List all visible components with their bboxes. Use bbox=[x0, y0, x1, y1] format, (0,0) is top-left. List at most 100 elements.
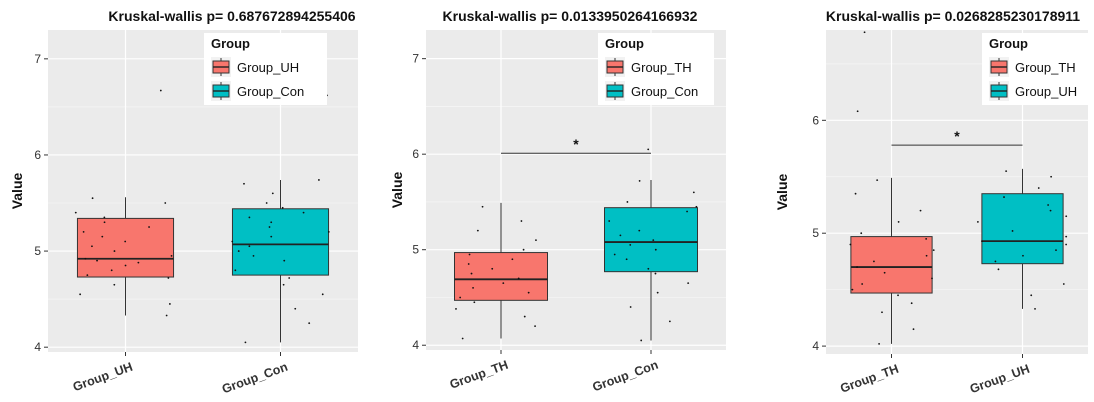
data-point bbox=[1049, 209, 1052, 212]
legend-entry: Group_TH bbox=[631, 60, 692, 75]
data-point bbox=[523, 315, 526, 318]
data-point bbox=[517, 277, 520, 280]
data-point bbox=[878, 342, 880, 345]
data-point bbox=[1065, 235, 1068, 238]
data-point bbox=[159, 89, 162, 92]
chart-title: Kruskal-wallis p= 0.0133950264166932 bbox=[443, 8, 698, 24]
data-point bbox=[860, 232, 863, 235]
x-tick-label: Group_TH bbox=[838, 362, 900, 396]
data-point bbox=[91, 245, 93, 248]
data-point bbox=[231, 240, 234, 243]
box-group-uh bbox=[74, 89, 175, 317]
data-point bbox=[647, 148, 650, 151]
box-group-th bbox=[454, 202, 548, 340]
data-point bbox=[86, 274, 89, 277]
y-tick-label: 7 bbox=[412, 52, 419, 66]
y-tick-label: 6 bbox=[412, 147, 419, 161]
data-point bbox=[527, 291, 530, 294]
data-point bbox=[1011, 230, 1014, 232]
y-axis-label: Value bbox=[9, 173, 25, 210]
data-point bbox=[925, 237, 928, 240]
y-axis-label: Value bbox=[774, 174, 790, 211]
data-point bbox=[237, 250, 240, 252]
data-point bbox=[473, 301, 476, 304]
data-point bbox=[470, 272, 473, 275]
x-tick-label: Group_TH bbox=[448, 358, 510, 392]
data-point bbox=[170, 254, 173, 257]
x-tick-label: Group_UH bbox=[71, 360, 135, 395]
data-point bbox=[876, 179, 879, 182]
data-point bbox=[881, 311, 883, 314]
data-point bbox=[856, 110, 859, 113]
data-point bbox=[327, 230, 330, 233]
data-point bbox=[455, 308, 457, 310]
data-point bbox=[1062, 283, 1065, 285]
data-point bbox=[873, 260, 875, 263]
y-tick-label: 5 bbox=[34, 244, 41, 258]
data-point bbox=[854, 192, 857, 195]
data-point bbox=[1005, 170, 1008, 173]
y-tick-label: 4 bbox=[412, 338, 419, 352]
data-point bbox=[910, 302, 913, 305]
data-point bbox=[629, 244, 632, 246]
data-point bbox=[148, 226, 150, 228]
data-point bbox=[1037, 187, 1040, 189]
data-point bbox=[931, 277, 933, 280]
data-point bbox=[84, 257, 87, 260]
data-point bbox=[167, 277, 170, 279]
legend-entry: Group_Con bbox=[631, 84, 698, 99]
data-point bbox=[265, 202, 268, 204]
data-point bbox=[294, 307, 297, 310]
data-point bbox=[654, 272, 657, 275]
data-point bbox=[981, 240, 983, 243]
data-point bbox=[1047, 204, 1050, 206]
data-point bbox=[248, 245, 251, 248]
data-point bbox=[281, 206, 284, 209]
data-point bbox=[476, 229, 479, 232]
data-point bbox=[288, 277, 291, 279]
data-point bbox=[625, 258, 628, 261]
legend-title: Group bbox=[211, 36, 250, 51]
box-iqr bbox=[981, 193, 1064, 265]
data-point bbox=[491, 267, 494, 270]
data-point bbox=[863, 31, 866, 34]
data-point bbox=[686, 210, 688, 213]
box-group-con bbox=[231, 94, 330, 344]
chart-panel-1: Kruskal-wallis p= 0.687672894255406 4 5 6 7 G… bbox=[9, 8, 358, 396]
legend: Group Group_TH Group_Con bbox=[598, 33, 714, 105]
data-point bbox=[897, 294, 899, 297]
data-point bbox=[282, 283, 285, 286]
x-tick-label: Group_Con bbox=[591, 358, 660, 395]
data-point bbox=[271, 192, 274, 195]
data-point bbox=[925, 254, 928, 257]
data-point bbox=[1030, 294, 1033, 297]
data-point bbox=[932, 249, 935, 252]
data-point bbox=[1065, 215, 1068, 218]
y-tick-label: 7 bbox=[34, 52, 41, 66]
data-point bbox=[619, 234, 622, 237]
data-point bbox=[1003, 196, 1005, 198]
chart-title: Kruskal-wallis p= 0.687672894255406 bbox=[108, 8, 355, 24]
data-point bbox=[1050, 175, 1053, 178]
data-point bbox=[270, 235, 273, 238]
data-point bbox=[629, 306, 632, 308]
y-tick-label: 5 bbox=[412, 243, 419, 257]
data-point bbox=[654, 248, 657, 251]
data-point bbox=[164, 202, 167, 204]
data-point bbox=[283, 259, 286, 262]
data-point bbox=[248, 216, 251, 219]
data-point bbox=[461, 337, 464, 340]
y-tick-label: 4 bbox=[812, 339, 819, 353]
box-group-uh bbox=[976, 168, 1068, 310]
data-point bbox=[613, 253, 616, 256]
significance-label: * bbox=[954, 128, 960, 144]
data-point bbox=[96, 259, 98, 262]
legend-entry: Group_UH bbox=[237, 60, 299, 75]
data-point bbox=[1022, 254, 1024, 257]
data-point bbox=[695, 205, 698, 208]
legend-entry: Group_Con bbox=[237, 84, 304, 99]
data-point bbox=[997, 268, 1000, 271]
data-point bbox=[1034, 307, 1036, 310]
data-point bbox=[511, 258, 514, 261]
data-point bbox=[318, 179, 320, 181]
